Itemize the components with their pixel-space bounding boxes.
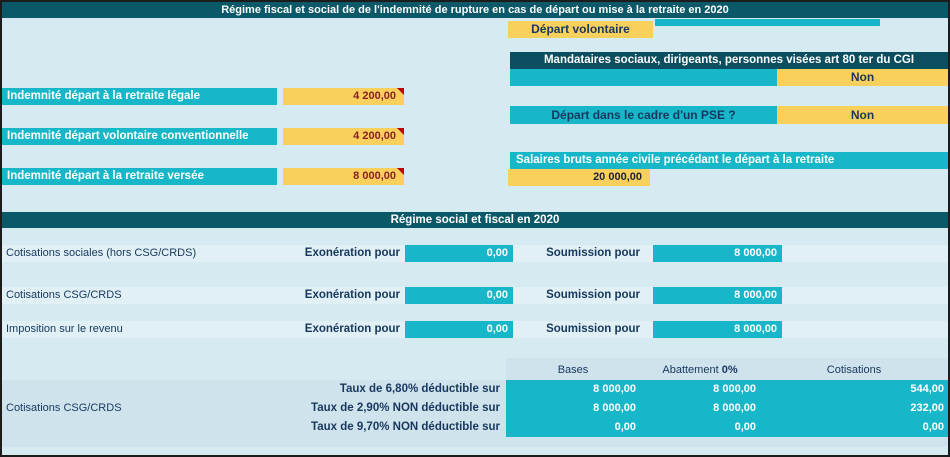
mandataires-empty-cell (510, 69, 777, 86)
salaires-header-cell: Salaires bruts année civile précédant le… (510, 152, 948, 169)
exoneration-value: 0,00 (405, 321, 513, 338)
bottom-band (2, 437, 948, 447)
indemnite-versee-label: Indemnité départ à la retraite versée (2, 168, 277, 185)
soumission-value: 8 000,00 (653, 321, 782, 338)
comment-marker-icon (397, 88, 404, 95)
exoneration-value: 0,00 (405, 245, 513, 262)
bases-value: 8 000,00 (593, 383, 636, 395)
indemnite-versee-value-cell[interactable]: 8 000,00 (283, 168, 404, 185)
regime-row-label: Cotisations CSG/CRDS (6, 289, 122, 301)
cotisations-value: 232,00 (910, 402, 944, 414)
page-title: Régime fiscal et social de de l'indemnit… (2, 2, 948, 18)
col-header-bases: Bases (557, 364, 589, 376)
col-header-abattement: Abattement 0% (640, 364, 760, 376)
soumission-value: 8 000,00 (653, 287, 782, 304)
taux-non-deductible-970-label: Taux de 9,70% NON déductible sur (311, 421, 500, 433)
indemnite-conventionnelle-label: Indemnité départ volontaire conventionne… (2, 128, 277, 145)
soumission-label: Soumission pour (546, 289, 640, 301)
comment-marker-icon (397, 128, 404, 135)
soumission-value: 8 000,00 (653, 245, 782, 262)
abattement-value: 8 000,00 (713, 402, 756, 414)
indemnite-legale-label: Indemnité départ à la retraite légale (2, 88, 277, 105)
abattement-pct: 0% (721, 364, 738, 376)
exoneration-label: Exonération pour (304, 247, 400, 259)
depart-volontaire-cell[interactable]: Départ volontaire (508, 21, 653, 38)
exoneration-label: Exonération pour (304, 289, 400, 301)
indemnite-conventionnelle-value-cell[interactable]: 4 200,00 (283, 128, 404, 145)
pse-value-cell[interactable]: Non (777, 106, 948, 124)
csg-table-labels: Cotisations CSG/CRDS Taux de 6,80% déduc… (2, 380, 506, 437)
regime-row: Cotisations CSG/CRDS Exonération pour 0,… (2, 287, 948, 304)
soumission-label: Soumission pour (546, 247, 640, 259)
indemnite-versee-value: 8 000,00 (353, 170, 396, 182)
bases-value: 0,00 (614, 421, 636, 433)
regime-row-label: Cotisations sociales (hors CSG/CRDS) (6, 247, 197, 259)
salaires-value-cell[interactable]: 20 000,00 (508, 169, 650, 186)
csg-table-header: Bases Abattement 0% Cotisations (506, 358, 948, 380)
indemnite-legale-value-cell[interactable]: 4 200,00 (283, 88, 404, 105)
regime-row-label: Imposition sur le revenu (6, 323, 123, 335)
indemnite-legale-value: 4 200,00 (353, 90, 396, 102)
teal-strip (655, 19, 880, 26)
taux-deductible-label: Taux de 6,80% déductible sur (339, 383, 500, 395)
soumission-label: Soumission pour (546, 323, 640, 335)
comment-marker-icon (397, 168, 404, 175)
exoneration-label: Exonération pour (304, 323, 400, 335)
csg-row-label: Cotisations CSG/CRDS (6, 402, 122, 414)
regime-row: Imposition sur le revenu Exonération pou… (2, 321, 948, 338)
mandataires-header: Mandataires sociaux, dirigeants, personn… (510, 52, 948, 69)
mandataires-value-cell[interactable]: Non (777, 69, 948, 86)
abattement-value: 0,00 (734, 421, 756, 433)
indemnite-conventionnelle-value: 4 200,00 (353, 130, 396, 142)
cotisations-value: 544,00 (910, 383, 944, 395)
col-header-cotisations: Cotisations (826, 364, 882, 376)
bases-value: 8 000,00 (593, 402, 636, 414)
taux-non-deductible-290-label: Taux de 2,90% NON déductible sur (311, 402, 500, 414)
cotisations-value: 0,00 (922, 421, 944, 433)
regime-section-header: Régime social et fiscal en 2020 (2, 212, 948, 228)
exoneration-value: 0,00 (405, 287, 513, 304)
regime-row: Cotisations sociales (hors CSG/CRDS) Exo… (2, 245, 948, 262)
abattement-value: 8 000,00 (713, 383, 756, 395)
pse-label-cell: Départ dans le cadre d'un PSE ? (510, 106, 777, 124)
csg-table-values: 8 000,00 8 000,00 544,00 8 000,00 8 000,… (506, 380, 948, 437)
abattement-prefix: Abattement (662, 364, 722, 376)
